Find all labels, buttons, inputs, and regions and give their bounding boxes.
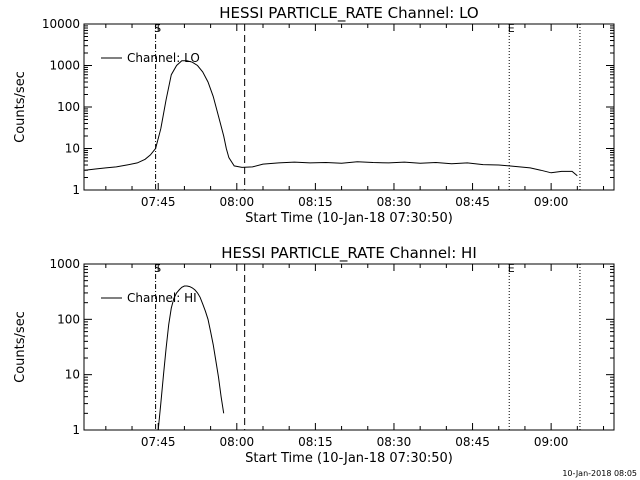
panel-1-series-line: [84, 60, 578, 177]
panel-2-x-axis-label: Start Time (10-Jan-18 07:30:50): [245, 451, 453, 466]
panel-2-y-tick-label: 1000: [49, 257, 80, 271]
panel-1-marker-label-e: E: [508, 22, 515, 35]
panel-1-marker-label-s: S: [154, 22, 161, 35]
panel-2-x-tick-label: 08:00: [220, 435, 255, 449]
panel-2-marker-label-s: S: [154, 262, 161, 275]
panel-2-plot-frame: [83, 263, 615, 431]
panel-1-y-tick-label: 100: [57, 100, 80, 114]
panel-1-title: HESSI PARTICLE_RATE Channel: LO: [219, 4, 478, 23]
panel-2-legend-label: Channel: HI: [127, 291, 197, 305]
panel-2-x-tick-label: 09:00: [534, 435, 569, 449]
footer-timestamp: 10-Jan-2018 08:05: [562, 469, 637, 478]
panel-1-legend-label: Channel: LO: [127, 51, 200, 65]
panel-2-x-tick-label: 08:30: [377, 435, 412, 449]
panel-1-x-tick-label: 08:45: [455, 195, 490, 209]
panel-2-title: HESSI PARTICLE_RATE Channel: HI: [221, 244, 477, 263]
panel-2-y-tick-label: 10: [65, 368, 80, 382]
panel-2-y-axis-label: Counts/sec: [13, 311, 28, 383]
panel-1-x-tick-label: 09:00: [534, 195, 569, 209]
panel-1-y-tick-label: 10: [65, 142, 80, 156]
panel-1-x-tick-label: 07:45: [141, 195, 176, 209]
panel-1-y-tick-label: 1: [72, 183, 80, 197]
panel-2-y-tick-label: 1: [72, 423, 80, 437]
panel-1-x-tick-label: 08:30: [377, 195, 412, 209]
panel-1-x-axis-label: Start Time (10-Jan-18 07:30:50): [245, 211, 453, 226]
panel-2-x-tick-label: 08:45: [455, 435, 490, 449]
panel-1-plot-frame: [83, 23, 615, 191]
panel-1-x-tick-label: 08:00: [220, 195, 255, 209]
panel-1-y-axis-label: Counts/sec: [13, 71, 28, 143]
panel-2-marker-label-e: E: [508, 262, 515, 275]
panel-2-y-tick-label: 100: [57, 312, 80, 326]
panel-1-x-tick-label: 08:15: [298, 195, 333, 209]
panel-2-x-tick-label: 07:45: [141, 435, 176, 449]
panel-2-x-tick-label: 08:15: [298, 435, 333, 449]
panel-1-y-tick-label: 1000: [49, 59, 80, 73]
panel-1-y-tick-label: 10000: [42, 17, 80, 31]
panel-2-series-line: [157, 285, 225, 431]
